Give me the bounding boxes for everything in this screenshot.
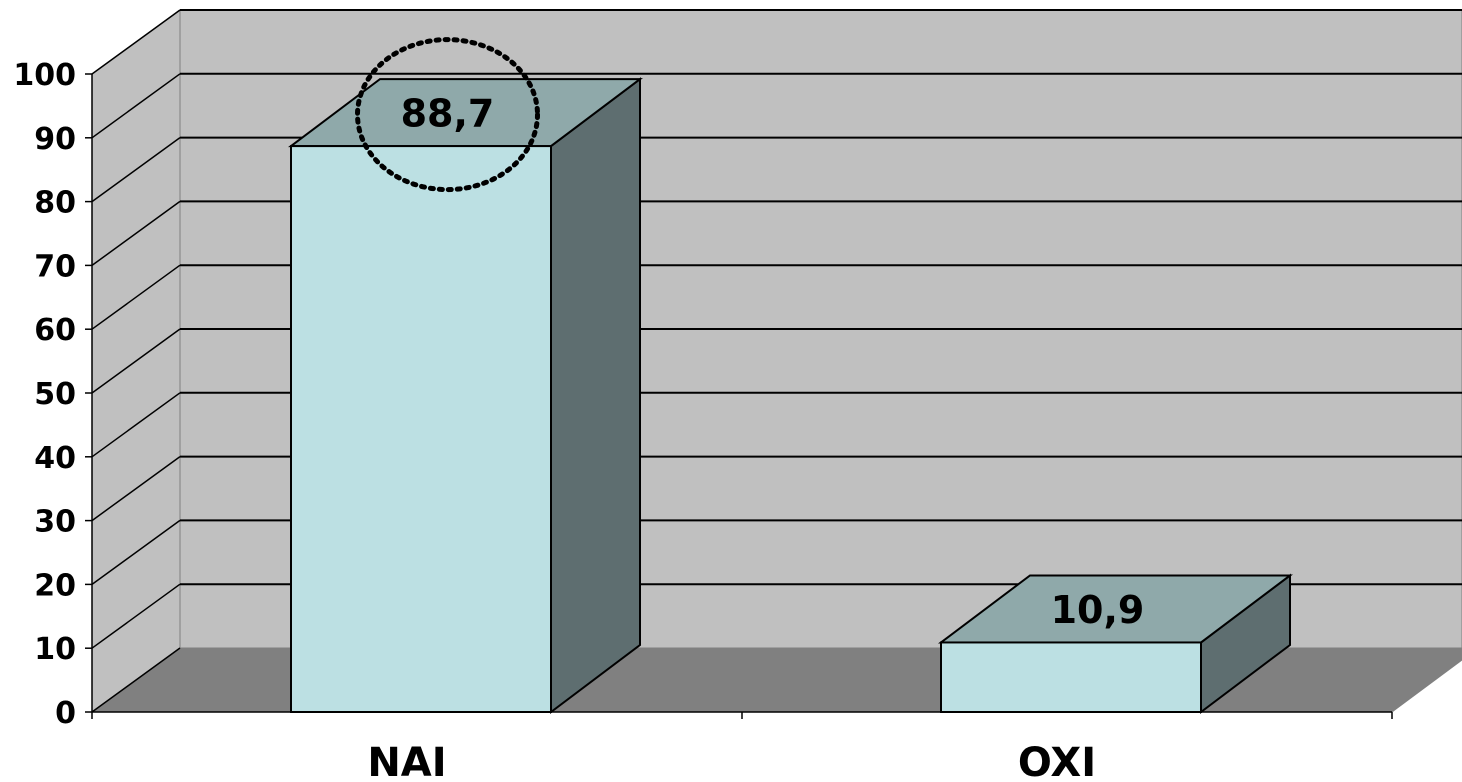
x-category-label: OXI [1018,740,1096,782]
y-tick-label: 70 [34,249,76,284]
gridline-side [91,328,181,394]
y-tick-label: 100 [13,58,76,93]
bar-side [550,77,641,715]
y-tick-label: 0 [55,696,76,731]
gridline-side [91,9,181,75]
gridline-side [91,73,181,139]
gridline-side [91,200,181,267]
y-tick-label: 40 [34,441,76,476]
y-tick-label: 80 [34,186,76,221]
y-tick-label: 10 [34,632,76,667]
chart-plot: 0 10 20 30 40 50 60 70 80 90 100 88,7 NAI 10,9 OXI [13,9,1462,782]
x-category-label: NAI [367,740,446,782]
highlight-circle [355,37,540,193]
bar [290,145,552,713]
y-tick-label: 30 [34,505,76,540]
y-tick-label: 90 [34,122,76,157]
y-tick-label: 50 [34,377,76,412]
gridline-side [91,455,181,522]
bar [940,641,1202,714]
gridline-side [91,264,181,330]
gridline-side [91,519,181,586]
gridline-side [91,392,181,458]
gridline-side [91,647,181,713]
gridline-side [91,136,181,203]
data-label: 10,9 [1051,588,1145,632]
y-tick-label: 20 [34,568,76,603]
gridline-side [91,583,181,649]
y-tick-label: 60 [34,313,76,348]
data-label: 88,7 [401,92,495,136]
